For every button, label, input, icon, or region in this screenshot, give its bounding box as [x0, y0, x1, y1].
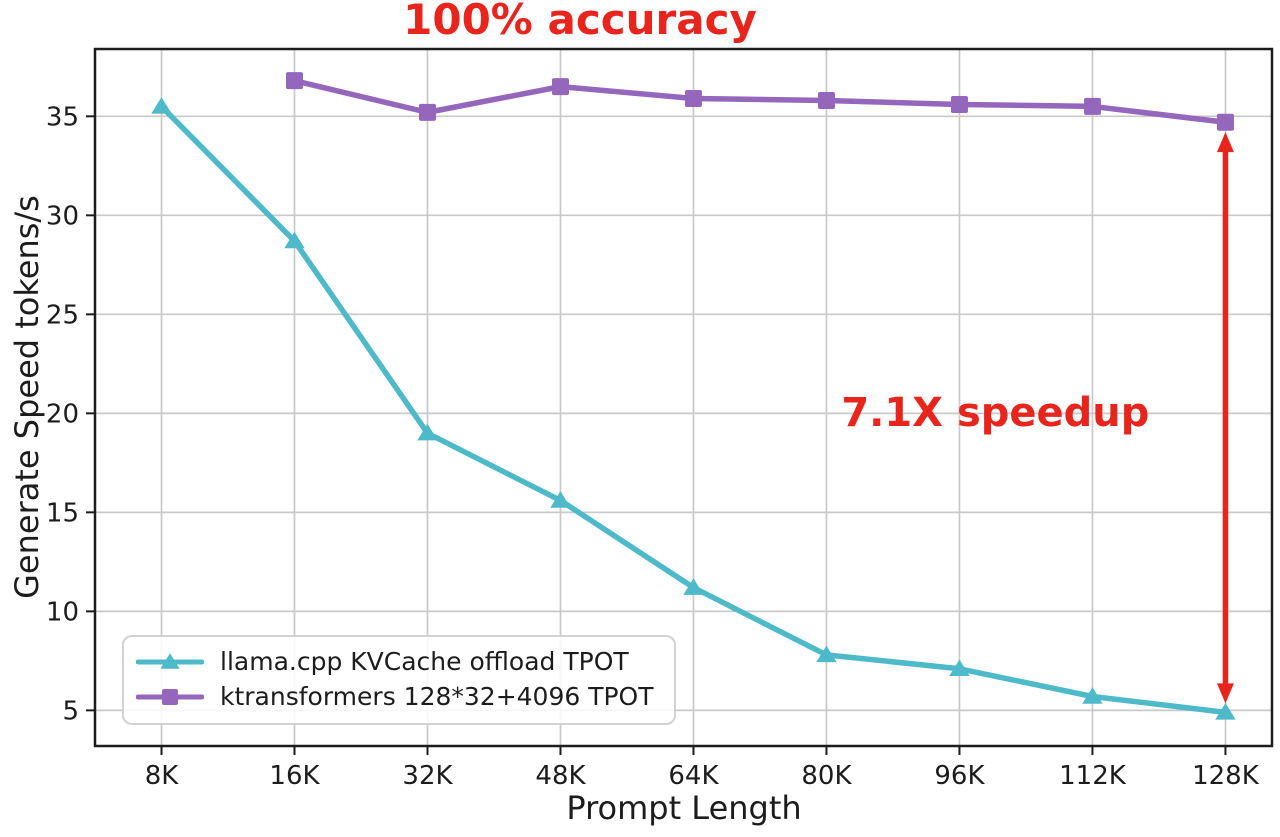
triangle-marker: [1082, 687, 1103, 704]
x-tick-label: 48K: [535, 761, 586, 791]
square-marker: [285, 72, 303, 90]
square-marker: [162, 688, 178, 705]
legend-item-llama-cpp: llama.cpp KVCache offload TPOT: [136, 647, 654, 676]
triangle-marker: [151, 97, 172, 114]
speedup-annotation: 7.1X speedup: [841, 390, 1150, 437]
x-tick-label: 112K: [1059, 761, 1127, 791]
y-tick-label: 35: [46, 102, 79, 132]
legend-swatch-triangle-icon: [136, 652, 204, 669]
square-marker: [551, 78, 569, 96]
x-axis-label: Prompt Length: [566, 789, 802, 827]
x-tick-label: 64K: [668, 761, 719, 791]
triangle-marker: [1215, 702, 1236, 720]
chart-title: 100% accuracy: [403, 0, 757, 44]
triangle-marker: [683, 578, 704, 595]
y-tick-label: 20: [46, 399, 79, 429]
triangle-marker: [816, 645, 837, 663]
x-tick-label: 96K: [934, 761, 985, 791]
square-marker: [817, 91, 835, 109]
legend-swatch-square-icon: [136, 688, 204, 705]
legend-item-ktransformers: ktransformers 128*32+4096 TPOT: [136, 682, 654, 711]
triangle-marker: [417, 423, 438, 441]
plot-frame: [93, 47, 1274, 748]
square-marker: [1216, 113, 1234, 131]
legend: llama.cpp KVCache offload TPOT ktransfor…: [122, 635, 676, 725]
y-tick-label: 25: [46, 300, 79, 330]
x-tick-label: 128K: [1192, 761, 1260, 791]
speedup-arrow-head-up: [1216, 132, 1234, 153]
legend-label-llama-cpp: llama.cpp KVCache offload TPOT: [220, 647, 629, 676]
x-tick-label: 32K: [402, 761, 453, 791]
y-tick-label: 30: [46, 201, 79, 231]
x-tick-label: 80K: [801, 761, 852, 791]
y-tick-label: 15: [46, 498, 79, 528]
legend-label-ktransformers: ktransformers 128*32+4096 TPOT: [220, 682, 654, 711]
y-axis-label: Generate Speed tokens/s: [8, 195, 46, 599]
y-tick-label: 10: [46, 597, 79, 627]
x-tick-label: 16K: [269, 761, 320, 791]
triangle-marker: [284, 231, 305, 249]
square-marker: [418, 103, 436, 121]
square-marker: [1083, 97, 1101, 115]
square-marker: [684, 90, 702, 108]
triangle-marker: [160, 652, 180, 669]
square-marker: [950, 95, 968, 113]
triangle-marker: [550, 491, 571, 508]
triangle-marker: [949, 659, 970, 677]
y-tick-label: 5: [62, 696, 79, 726]
speedup-arrow-head-down: [1216, 683, 1234, 704]
x-tick-label: 8K: [145, 761, 180, 791]
series-line: [291, 77, 1229, 126]
